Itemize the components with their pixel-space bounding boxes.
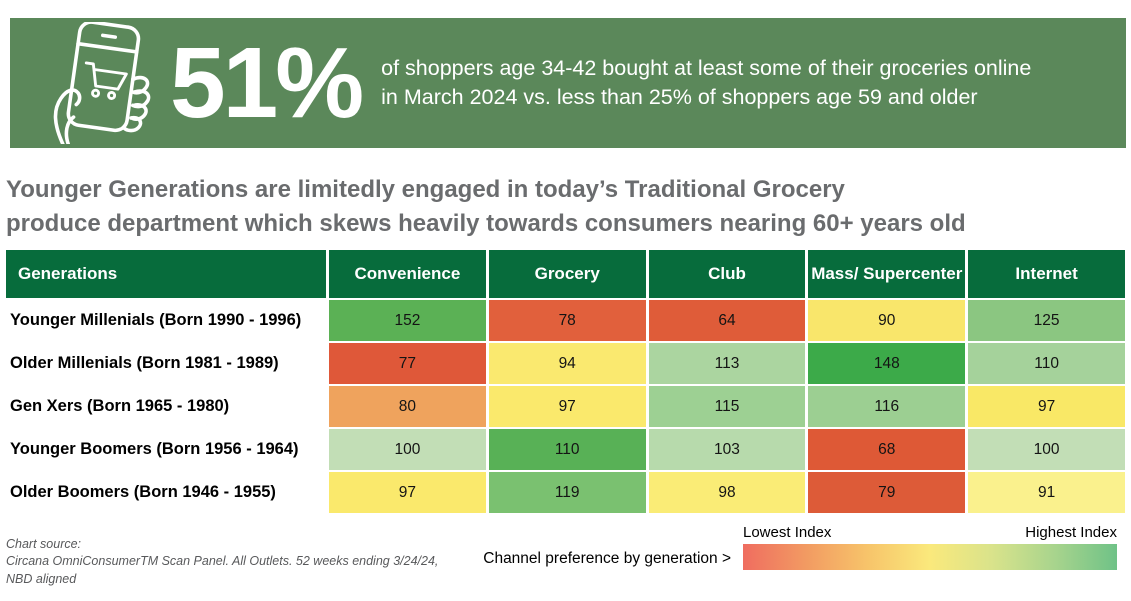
heatmap-cell: 98 [648, 472, 806, 513]
heatmap-cell: 148 [808, 343, 966, 384]
legend-high-label: Highest Index [1025, 524, 1117, 541]
color-scale-legend: Lowest Index Highest Index [743, 524, 1117, 570]
heatmap-cell: 77 [329, 343, 486, 384]
heatmap-cell: 103 [648, 429, 806, 470]
page-title-line2: produce department which skews heavily t… [6, 209, 966, 237]
heatmap-cell: 115 [648, 386, 806, 427]
heatmap-cell: 94 [488, 343, 646, 384]
heatmap-cell: 110 [968, 343, 1125, 384]
legend-note: Channel preference by generation > [483, 550, 731, 567]
footer: Chart source: Circana OmniConsumerTM Sca… [6, 524, 1125, 594]
heatmap-cell: 125 [968, 300, 1125, 341]
column-header: Generations [6, 250, 326, 298]
page-title-line1: Younger Generations are limitedly engage… [6, 176, 845, 203]
stat-description-line1: of shoppers age 34-42 bought at least so… [381, 56, 1032, 81]
heatmap-cell: 152 [329, 300, 486, 341]
heatmap-cell: 116 [808, 386, 966, 427]
row-label: Gen Xers (Born 1965 - 1980) [6, 386, 326, 427]
legend-gradient-bar [743, 544, 1117, 570]
stat-banner: 51% of shoppers age 34-42 bought at leas… [10, 18, 1126, 148]
heatmap-cell: 79 [808, 472, 966, 513]
heatmap-cell: 97 [968, 386, 1125, 427]
stat-percentage: 51% [170, 27, 364, 139]
heatmap-cell: 64 [648, 300, 806, 341]
row-label: Older Millenials (Born 1981 - 1989) [6, 343, 326, 384]
chart-source-line1: Chart source: [6, 537, 82, 551]
stat-description: of shoppers age 34-42 bought at least so… [381, 54, 1031, 111]
heatmap-cell: 100 [968, 429, 1125, 470]
chart-source-line3: NBD aligned [6, 571, 77, 586]
column-header: Mass/ Supercenter [808, 250, 966, 298]
heatmap-cell: 113 [648, 343, 806, 384]
heatmap-cell: 78 [488, 300, 646, 341]
heatmap-cell: 90 [808, 300, 966, 341]
heatmap-table: Generations Convenience Grocery Club Mass/ S… [6, 250, 1125, 513]
heatmap-cell: 97 [488, 386, 646, 427]
heatmap-cell: 119 [488, 472, 646, 513]
heatmap-cell: 91 [968, 472, 1125, 513]
page-title: Younger Generations are limitedly engage… [6, 173, 966, 240]
row-label: Older Boomers (Born 1946 - 1955) [6, 472, 326, 513]
column-header: Grocery [488, 250, 646, 298]
chart-source-line2: Circana OmniConsumerTM Scan Panel. All O… [6, 554, 439, 569]
heatmap-cell: 100 [329, 429, 486, 470]
row-label: Younger Millenials (Born 1990 - 1996) [6, 300, 326, 341]
column-header: Internet [968, 250, 1125, 298]
heatmap-cell: 110 [488, 429, 646, 470]
legend-labels: Lowest Index Highest Index [743, 524, 1117, 541]
legend-low-label: Lowest Index [743, 524, 832, 541]
heatmap-cell: 97 [329, 472, 486, 513]
heatmap-cell: 80 [329, 386, 486, 427]
row-label: Younger Boomers (Born 1956 - 1964) [6, 429, 326, 470]
chart-source-note: Chart source: Circana OmniConsumerTM Sca… [6, 536, 438, 588]
column-header: Convenience [329, 250, 486, 298]
column-header: Club [648, 250, 806, 298]
hand-holding-phone-shopping-cart-icon [53, 22, 151, 144]
stat-description-line2: in March 2024 vs. less than 25% of shopp… [381, 85, 978, 109]
heatmap-cell: 68 [808, 429, 966, 470]
